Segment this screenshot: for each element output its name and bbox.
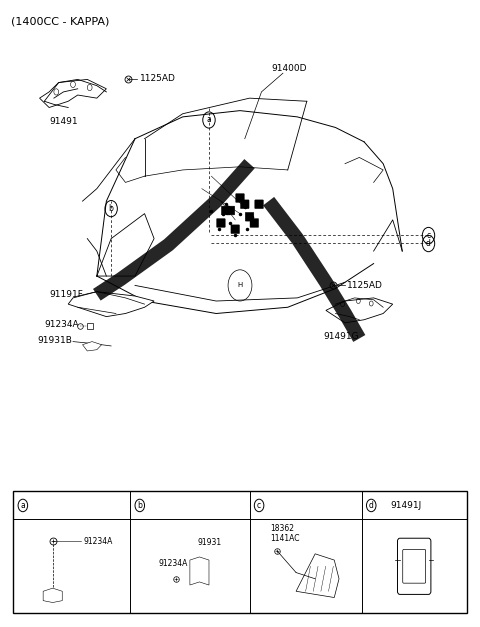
Text: b: b xyxy=(137,501,142,510)
Text: H: H xyxy=(238,282,242,288)
Text: 1125AD: 1125AD xyxy=(348,281,383,290)
FancyBboxPatch shape xyxy=(216,219,225,228)
Text: (1400CC - KAPPA): (1400CC - KAPPA) xyxy=(11,17,109,27)
FancyBboxPatch shape xyxy=(403,549,426,583)
FancyBboxPatch shape xyxy=(255,200,264,209)
Bar xyxy=(13,492,467,613)
Text: 1141AC: 1141AC xyxy=(270,534,300,543)
FancyBboxPatch shape xyxy=(397,538,431,594)
Text: 1125AD: 1125AD xyxy=(140,74,176,83)
Polygon shape xyxy=(68,292,154,317)
Text: d: d xyxy=(369,501,373,510)
Text: 91931B: 91931B xyxy=(37,337,72,345)
Text: d: d xyxy=(426,239,431,248)
FancyBboxPatch shape xyxy=(250,219,259,228)
Text: c: c xyxy=(426,231,431,240)
Text: 91931: 91931 xyxy=(197,538,221,547)
Text: 91191F: 91191F xyxy=(49,290,83,299)
Polygon shape xyxy=(83,342,102,351)
Polygon shape xyxy=(43,588,62,603)
FancyBboxPatch shape xyxy=(240,200,249,209)
Text: 91491: 91491 xyxy=(49,117,78,126)
Polygon shape xyxy=(190,557,209,585)
FancyBboxPatch shape xyxy=(221,206,230,215)
Text: 91491J: 91491J xyxy=(390,501,421,510)
Text: 91234A: 91234A xyxy=(159,559,188,567)
FancyBboxPatch shape xyxy=(245,213,254,221)
Text: 91400D: 91400D xyxy=(271,64,307,73)
Text: 91491G: 91491G xyxy=(324,332,359,341)
Text: a: a xyxy=(206,115,211,125)
Polygon shape xyxy=(296,554,339,598)
Text: 91234A: 91234A xyxy=(44,320,79,329)
FancyBboxPatch shape xyxy=(226,206,235,215)
Text: b: b xyxy=(108,204,114,213)
FancyBboxPatch shape xyxy=(231,225,240,234)
Text: 91234A: 91234A xyxy=(84,537,113,546)
Polygon shape xyxy=(326,298,393,323)
Text: a: a xyxy=(21,501,25,510)
Text: 18362: 18362 xyxy=(270,524,294,534)
Text: c: c xyxy=(257,501,261,510)
Polygon shape xyxy=(39,80,107,107)
FancyBboxPatch shape xyxy=(236,194,244,203)
